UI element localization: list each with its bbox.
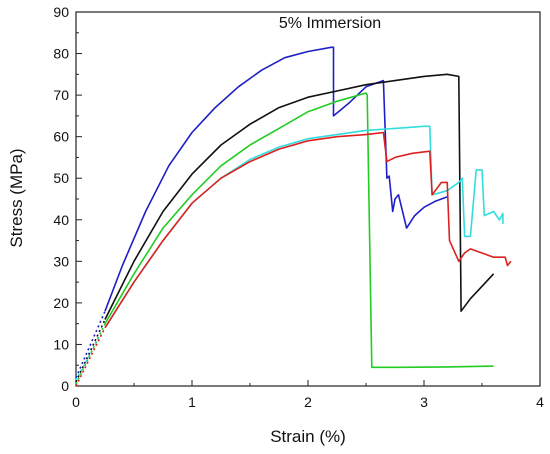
chart-title: 5% Immersion xyxy=(279,15,381,32)
x-tick-label: 0 xyxy=(72,394,80,410)
y-tick-label: 40 xyxy=(53,212,69,228)
x-tick-label: 2 xyxy=(304,394,312,410)
y-tick-label: 60 xyxy=(53,129,69,145)
y-tick-label: 50 xyxy=(53,170,69,186)
y-tick-label: 0 xyxy=(61,378,69,394)
initial-segment-2 xyxy=(75,323,106,385)
y-tick-label: 80 xyxy=(53,46,69,62)
y-tick-label: 90 xyxy=(53,4,69,20)
x-tick-label: 3 xyxy=(420,394,428,410)
series-line-0 xyxy=(104,46,448,312)
initial-segment-4 xyxy=(75,327,106,387)
y-tick-label: 20 xyxy=(53,295,69,311)
series-line-1 xyxy=(104,73,495,320)
x-tick-label: 1 xyxy=(188,394,196,410)
x-tick-label: 4 xyxy=(536,394,544,410)
y-tick-label: 30 xyxy=(53,253,69,269)
initial-segment-1 xyxy=(75,310,106,379)
series-line-2 xyxy=(104,92,494,369)
plot-frame xyxy=(75,11,541,387)
y-axis-title: Stress (MPa) xyxy=(7,148,26,247)
series-line-4 xyxy=(104,131,512,329)
x-axis-title: Strain (%) xyxy=(270,427,346,446)
initial-segment-0 xyxy=(75,319,106,383)
y-tick-label: 10 xyxy=(53,336,69,352)
y-tick-label: 70 xyxy=(53,87,69,103)
